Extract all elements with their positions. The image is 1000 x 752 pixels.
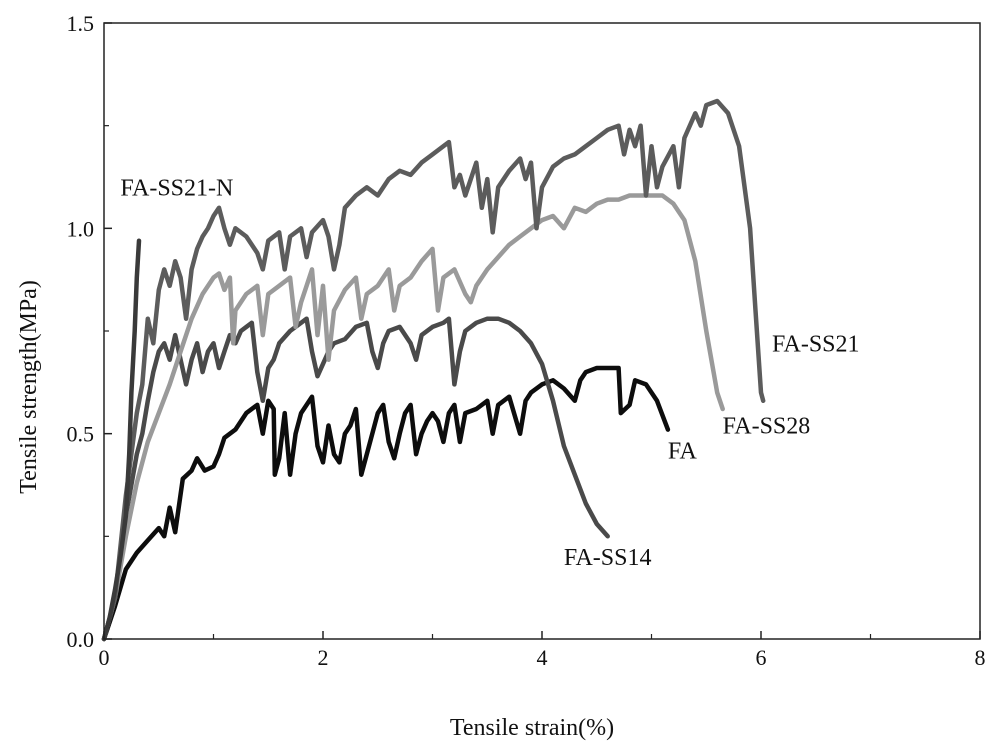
x-tick-label: 8: [975, 645, 986, 670]
y-tick-label: 0.5: [67, 422, 95, 447]
y-tick-label: 1.5: [67, 11, 95, 36]
y-tick-label: 0.0: [67, 627, 95, 652]
series-line-fa: [104, 368, 668, 639]
series-label-fa-ss21: FA-SS21: [772, 332, 860, 358]
x-axis-label: Tensile strain(%): [450, 715, 614, 741]
series-label-fa-ss14: FA-SS14: [564, 545, 652, 571]
y-axis-label: Tensile strength(MPa): [16, 280, 42, 494]
y-tick-label: 1.0: [67, 216, 95, 241]
x-tick-label: 4: [537, 645, 548, 670]
series-label-fa: FA: [668, 438, 698, 464]
series-line-fa-ss14: [104, 319, 608, 639]
series-label-fa-ss28: FA-SS28: [723, 414, 811, 440]
x-tick-label: 2: [318, 645, 329, 670]
series-label-fa-ss21-n: FA-SS21-N: [120, 175, 233, 201]
x-tick-label: 0: [99, 645, 110, 670]
x-tick-label: 6: [756, 645, 767, 670]
